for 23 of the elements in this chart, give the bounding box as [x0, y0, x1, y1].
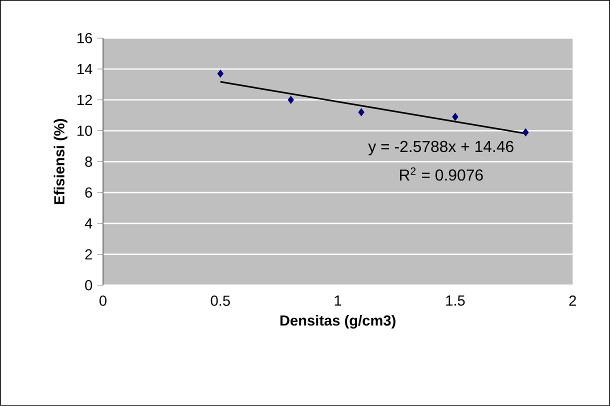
- y-axis-title: Efisiensi (%): [54, 119, 68, 204]
- x-axis-title: Densitas (g/cm3): [280, 315, 396, 329]
- y-tick-label: 14: [78, 64, 92, 74]
- point: [288, 96, 294, 104]
- y-tick-label: 0: [85, 280, 92, 290]
- point: [452, 112, 458, 121]
- y-tick-label: 6: [85, 187, 92, 198]
- x-tick-label: 1: [334, 296, 342, 306]
- y-tick-label: 10: [78, 126, 92, 136]
- y-tick-label: 8: [85, 156, 92, 167]
- y-tick-label: 2: [85, 249, 92, 260]
- annotation: R$^{2}$ = 0.9076: [400, 167, 483, 181]
- y-tick-label: 4: [84, 218, 92, 228]
- annotation: y = -2.5788x + 14.46: [368, 140, 514, 156]
- y-tick-label: 12: [78, 94, 92, 106]
- y-tick-label: 16: [78, 33, 92, 44]
- x-tick-label: 2: [569, 296, 576, 306]
- point: [358, 108, 364, 116]
- x-tick-label: 1.5: [446, 296, 465, 306]
- x-tick-label: 0.5: [210, 296, 230, 306]
- point: [217, 70, 224, 78]
- x-tick-label: 0: [100, 296, 106, 306]
- point: [522, 128, 529, 136]
